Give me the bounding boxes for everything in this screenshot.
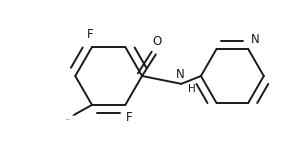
Text: N: N [251, 33, 260, 46]
Text: O: O [152, 35, 161, 48]
Text: N: N [176, 68, 185, 81]
Text: F: F [126, 111, 132, 124]
Text: H: H [188, 84, 196, 94]
Text: methyl: methyl [65, 119, 70, 120]
Text: F: F [87, 28, 93, 41]
Text: methyl: methyl [72, 114, 77, 116]
